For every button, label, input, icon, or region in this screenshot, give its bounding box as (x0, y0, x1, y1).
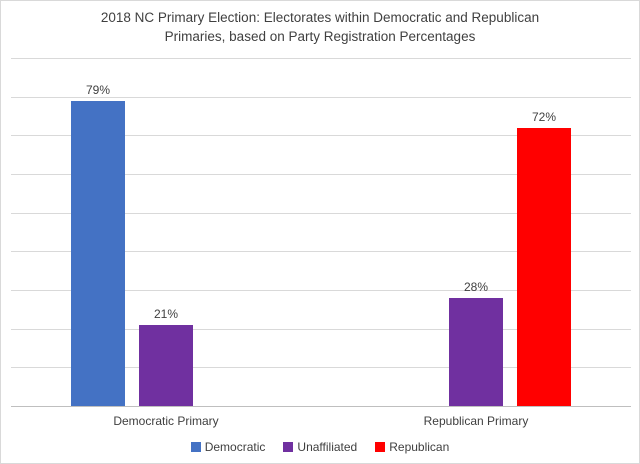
legend-item-democratic: Democratic (190, 440, 266, 454)
legend-label-unaffiliated: Unaffiliated (297, 440, 358, 454)
bar-republican-republican-primary (517, 127, 571, 406)
legend-swatch-icon-unaffiliated (283, 442, 294, 452)
gridline-10 (11, 367, 631, 369)
plot-area: 79% 21% 28% 72% Democratic Primary Republica… (11, 58, 631, 428)
bar-unaffiliated-democratic-primary (139, 324, 193, 406)
legend-item-republican: Republican (375, 440, 449, 454)
legend-swatch-icon-republican (375, 442, 386, 452)
legend-label-republican: Republican (389, 440, 450, 454)
gridline-50 (11, 212, 631, 214)
legend: Democratic Unaffiliated Republican (1, 440, 639, 454)
bar-value-label-democratic-democratic-primary: 79% (85, 82, 111, 97)
gridline-30 (11, 290, 631, 291)
legend-item-unaffiliated: Unaffiliated (283, 440, 357, 454)
category-label-republican-primary: Republican Primary (423, 414, 529, 428)
bar-unaffiliated-republican-primary (449, 297, 503, 406)
gridline-20 (11, 328, 631, 330)
x-axis-line (11, 406, 631, 407)
bar-value-label-republican-republican-primary: 72% (531, 109, 557, 124)
bar-democratic-democratic-primary (71, 100, 125, 406)
legend-label-democratic: Democratic (204, 440, 266, 454)
gridline-70 (11, 135, 631, 137)
gridline-80 (11, 96, 631, 98)
chart-title-line-1: 2018 NC Primary Election: Electorates wi… (100, 10, 540, 25)
chart-title-line-2: Primaries, based on Party Registration P… (164, 29, 476, 44)
gridline-90 (11, 58, 631, 59)
category-label-democratic-primary: Democratic Primary (113, 414, 219, 428)
bar-value-label-unaffiliated-republican-primary: 28% (463, 279, 489, 294)
legend-swatch-icon-democratic (190, 442, 201, 452)
bar-value-label-unaffiliated-democratic-primary: 21% (153, 306, 179, 321)
gridline-60 (11, 174, 631, 175)
chart-title: 2018 NC Primary Election: Electorates wi… (1, 8, 639, 46)
gridline-40 (11, 251, 631, 253)
